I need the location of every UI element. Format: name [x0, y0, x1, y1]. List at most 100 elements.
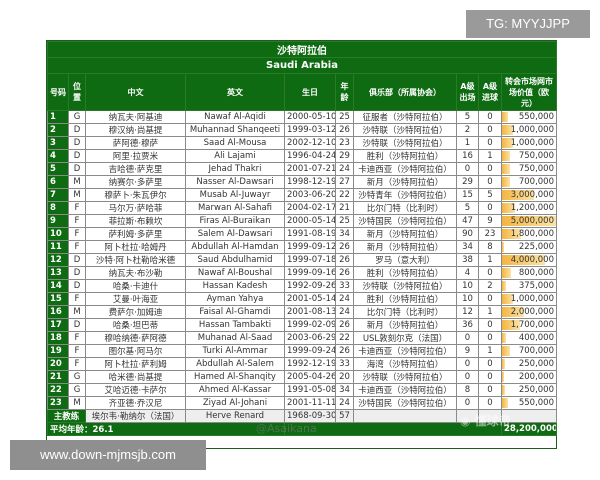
table-row: 17 D 哈桑·坦巴蒂 Hassan Tambakti 1999-02-09 26 新月（沙… — [47, 318, 557, 332]
market-value-text: 800,000 — [518, 268, 554, 278]
club: 新月（沙特阿拉伯） — [353, 227, 457, 241]
caps: 16 — [456, 149, 479, 163]
player-number: 13 — [47, 266, 69, 280]
player-number: 1 — [47, 110, 69, 124]
player-number: 8 — [47, 201, 69, 215]
club: 沙特联（沙特阿拉伯） — [353, 136, 457, 150]
birthday: 1992-09-26 — [284, 279, 336, 293]
birthday: 2003-06-29 — [284, 331, 336, 345]
goals: 1 — [478, 344, 502, 358]
empty-cell — [284, 422, 502, 436]
birthday: 2001-07-21 — [284, 162, 336, 176]
player-number: 14 — [47, 279, 69, 293]
market-value-text: 750,000 — [518, 151, 554, 161]
position: F — [68, 357, 86, 371]
value-bar — [502, 372, 505, 382]
value-bar — [502, 242, 505, 252]
goals: 0 — [478, 123, 502, 137]
birthday: 2001-11-11 — [284, 396, 336, 410]
position: G — [68, 383, 86, 397]
market-value: 3,000,000 — [501, 188, 557, 202]
goals: 0 — [478, 162, 502, 176]
name-en: Nawaf Al-Aqidi — [185, 110, 285, 124]
name-cn: 纳瓦夫·阿基迪 — [85, 110, 186, 124]
name-cn: 艾曼·叶海亚 — [85, 292, 186, 306]
goals: 9 — [478, 214, 502, 228]
player-number: 9 — [47, 214, 69, 228]
value-bar — [502, 294, 513, 304]
age: 24 — [335, 292, 354, 306]
value-bar — [502, 359, 505, 369]
birthday: 2005-04-26 — [284, 370, 336, 384]
market-value: 250,000 — [501, 383, 557, 397]
column-header: 中文 — [85, 73, 186, 111]
name-en: Nasser Al-Dawsari — [185, 175, 285, 189]
birthday: 2001-05-14 — [284, 292, 336, 306]
age: 29 — [335, 149, 354, 163]
birthday: 2003-06-20 — [284, 188, 336, 202]
name-cn: 阿卜杜拉·萨利姆 — [85, 357, 186, 371]
market-value-text: 1,000,000 — [510, 125, 554, 135]
goals: 0 — [478, 331, 502, 345]
name-cn: 纳瓦夫·布沙勒 — [85, 266, 186, 280]
market-value-text: 750,000 — [518, 164, 554, 174]
value-bar — [502, 398, 508, 408]
value-bar — [502, 138, 513, 148]
table-row: 9 F 菲拉斯·布赖坎 Firas Al-Buraikan 2000-05-14 25 沙特… — [47, 214, 557, 228]
age: 33 — [335, 357, 354, 371]
caps: 0 — [456, 162, 479, 176]
market-value-text: 250,000 — [518, 359, 554, 369]
name-cn: 费萨尔·加姆迪 — [85, 305, 186, 319]
birthday: 1999-02-09 — [284, 318, 336, 332]
club: 罗马（意大利） — [353, 253, 457, 267]
club: 新月（沙特阿拉伯） — [353, 318, 457, 332]
value-bar — [502, 320, 521, 330]
name-en: Muhanad Al-Saad — [185, 331, 285, 345]
caps: 9 — [456, 344, 479, 358]
market-value: 4,000,000 — [501, 253, 557, 267]
player-number: 17 — [47, 318, 69, 332]
market-value: 1,000,000 — [501, 123, 557, 137]
name-cn: 萨利姆·多萨里 — [85, 227, 186, 241]
goals: 0 — [478, 136, 502, 150]
name-en: Saad Al-Mousa — [185, 136, 285, 150]
player-number: 7 — [47, 188, 69, 202]
club: 海湾（沙特阿拉伯） — [353, 357, 457, 371]
summary-row: 平均年龄：26.1 28,200,000 — [47, 422, 557, 436]
name-cn: 吉哈德·萨克里 — [85, 162, 186, 176]
coach-birthday: 1968-09-30 — [284, 409, 336, 423]
table-row: 2 D 穆汉纳·尚基提 Muhannad Shanqeeti 1999-03-12 26 沙… — [47, 123, 557, 137]
age: 21 — [335, 201, 354, 215]
market-value-text: 1,200,000 — [510, 203, 554, 213]
birthday: 2002-12-10 — [284, 136, 336, 150]
age: 22 — [335, 188, 354, 202]
caps: 5 — [456, 110, 479, 124]
name-cn: 马尔万·萨哈菲 — [85, 201, 186, 215]
name-cn: 穆萨卜·朱瓦伊尔 — [85, 188, 186, 202]
player-number: 18 — [47, 331, 69, 345]
value-bar — [502, 216, 556, 226]
value-bar — [502, 203, 515, 213]
value-bar — [502, 164, 511, 174]
age: 26 — [335, 123, 354, 137]
market-value-text: 3,000,000 — [510, 190, 554, 200]
market-value: 550,000 — [501, 396, 557, 410]
name-cn: 穆汉纳·尚基提 — [85, 123, 186, 137]
caps: 0 — [456, 370, 479, 384]
player-number: 5 — [47, 162, 69, 176]
market-value: 550,000 — [501, 110, 557, 124]
market-value: 1,000,000 — [501, 136, 557, 150]
goals: 0 — [478, 370, 502, 384]
player-number: 10 — [47, 227, 69, 241]
caps: 10 — [456, 279, 479, 293]
market-value: 1,800,000 — [501, 227, 557, 241]
table-row: 1 G 纳瓦夫·阿基迪 Nawaf Al-Aqidi 2000-05-10 25 征服者（沙… — [47, 110, 557, 124]
goals: 23 — [478, 227, 502, 241]
club: 比尔门特（比利时） — [353, 305, 457, 319]
value-bar — [502, 190, 535, 200]
empty-cell — [456, 409, 479, 423]
name-en: Muhannad Shanqeeti — [185, 123, 285, 137]
market-value: 400,000 — [501, 331, 557, 345]
column-header: 位置 — [68, 73, 86, 111]
age: 26 — [335, 318, 354, 332]
